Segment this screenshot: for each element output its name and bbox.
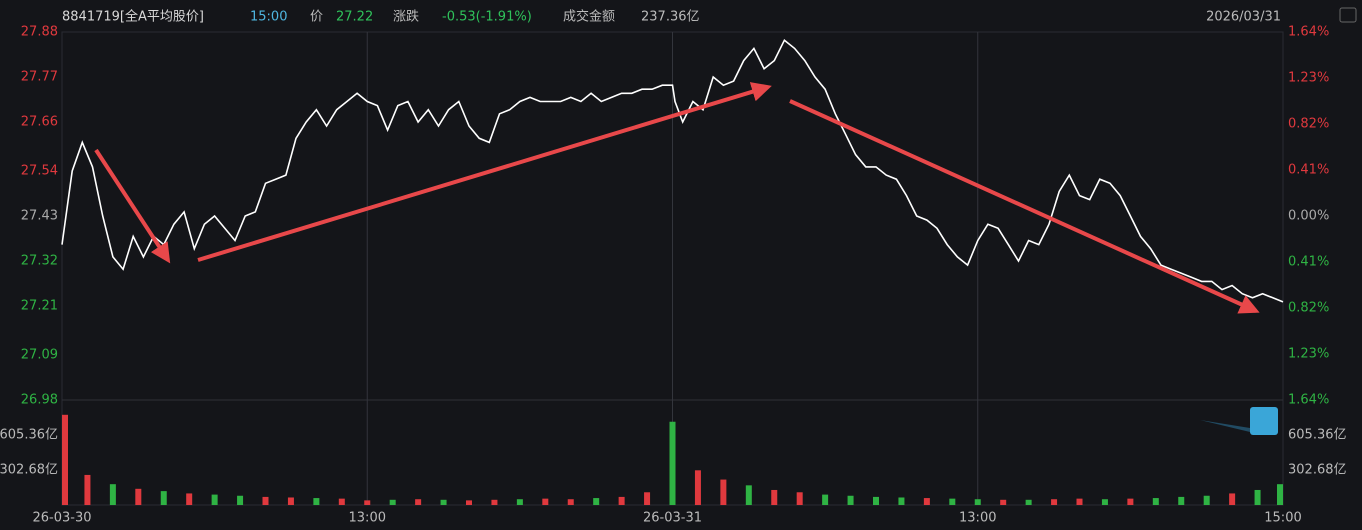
y-tick-label: 27.32 [21, 253, 58, 268]
code: 8841719[全A平均股价] [62, 9, 204, 25]
y-tick-label: 27.09 [21, 348, 58, 363]
arrow [197, 82, 772, 262]
volume-bar [720, 479, 727, 505]
y-tick-label: 27.77 [21, 69, 58, 84]
volume-bar [1076, 498, 1083, 505]
date: 2026/03/31 [1206, 10, 1281, 25]
change: -0.53(-1.91%) [442, 10, 532, 25]
button-glow [1200, 420, 1250, 432]
volume-bar [415, 499, 422, 505]
volume-bar [338, 498, 345, 505]
volume-tick-label: 302.68亿 [0, 462, 58, 477]
x-tick-label: 13:00 [349, 511, 386, 526]
volume-bar [669, 421, 676, 505]
volume-bar [974, 499, 981, 505]
volume-bar [1203, 495, 1210, 505]
y2-tick-label: 0.41% [1288, 255, 1329, 270]
volume-bar [542, 498, 549, 505]
volume-bar [466, 500, 472, 505]
volume-bar [1127, 498, 1134, 505]
volume-bar [1254, 489, 1261, 505]
volume-bar [160, 491, 167, 505]
y-tick-label: 26.98 [21, 393, 58, 408]
y-tick-label: 27.43 [21, 209, 58, 224]
volume-bar [873, 496, 879, 505]
volume-bar [237, 495, 244, 505]
volume-bar [1000, 499, 1007, 505]
volume-bar [923, 498, 930, 505]
change-label: 涨跌 [393, 9, 419, 25]
volume-bar [593, 498, 600, 505]
volume-tick-label: 302.68亿 [1288, 462, 1347, 477]
y2-tick-label: 0.82% [1288, 117, 1329, 132]
volume-bar [847, 495, 854, 505]
volume-bar [1152, 498, 1159, 505]
volume-bar [62, 414, 68, 505]
header: 8841719[全A平均股价] 15:00 价 27.22 涨跌 -0.53(-… [62, 9, 1281, 25]
volume-bar [694, 470, 701, 505]
arrow [789, 99, 1260, 314]
y2-tick-label: 1.23% [1288, 71, 1329, 86]
volume-bar [135, 488, 142, 505]
volume-tick-label: 605.36亿 [0, 427, 58, 442]
x-tick-label: 13:00 [959, 511, 996, 526]
y2-tick-label: 1.23% [1288, 347, 1329, 362]
corner-icon[interactable] [1339, 7, 1357, 23]
y2-tick-label: 0.00% [1288, 209, 1329, 224]
time: 15:00 [250, 10, 287, 25]
y2-tick-label: 0.41% [1288, 163, 1329, 178]
x-tick-label: 15:00 [1264, 511, 1301, 526]
side-button[interactable] [1250, 407, 1278, 435]
x-tick-label: 26-03-30 [32, 511, 91, 526]
volume-bar [186, 493, 193, 505]
volume-bar [618, 496, 625, 505]
volume-bar [644, 492, 651, 505]
y2-tick-label: 1.64% [1288, 25, 1329, 40]
volume-bar [364, 500, 371, 505]
volume-bar [1051, 499, 1058, 505]
price-label: 价 [310, 10, 323, 25]
y2-tick-label: 1.64% [1288, 393, 1329, 408]
volume-bar [287, 497, 294, 505]
volume-bar [109, 484, 116, 505]
volume-bar [949, 498, 956, 505]
price-line [61, 38, 1284, 303]
volume-bar [898, 497, 905, 505]
volume-bar [262, 496, 269, 505]
y-tick-label: 27.21 [21, 298, 58, 313]
volume-bar [1025, 499, 1032, 505]
volume-bar [389, 499, 396, 505]
volume-bar [440, 499, 447, 505]
volume-bar [84, 474, 91, 505]
volume-bar [516, 499, 523, 505]
volume-bar [1178, 496, 1185, 505]
volume-bar [1101, 499, 1108, 505]
plot: 26-03-30 13:00 26-03-31 13:00 15:00 27.88 27.7… [0, 25, 1347, 526]
x-tick-label: 26-03-31 [643, 511, 702, 526]
volume-bar [313, 498, 320, 505]
volume-bar [567, 499, 574, 505]
annotation-arrows [94, 82, 1260, 314]
volume-bar [1277, 484, 1283, 505]
volume-bar [491, 499, 498, 505]
price: 27.22 [336, 10, 373, 25]
amount: 237.36亿 [641, 10, 700, 25]
amount-label: 成交金额 [563, 9, 615, 25]
volume-tick-label: 605.36亿 [1288, 427, 1347, 442]
y-tick-label: 27.66 [21, 114, 58, 129]
volume-bar [1229, 493, 1236, 505]
volume-bar [771, 489, 778, 505]
volume-bar [211, 494, 218, 505]
y-tick-label: 27.54 [21, 164, 58, 179]
y-tick-label: 27.88 [21, 25, 58, 40]
volume-bar [822, 494, 829, 505]
arrow [94, 148, 171, 264]
volume-bar [745, 485, 752, 505]
volume-bar [796, 492, 803, 505]
y2-tick-label: 0.82% [1288, 301, 1329, 316]
